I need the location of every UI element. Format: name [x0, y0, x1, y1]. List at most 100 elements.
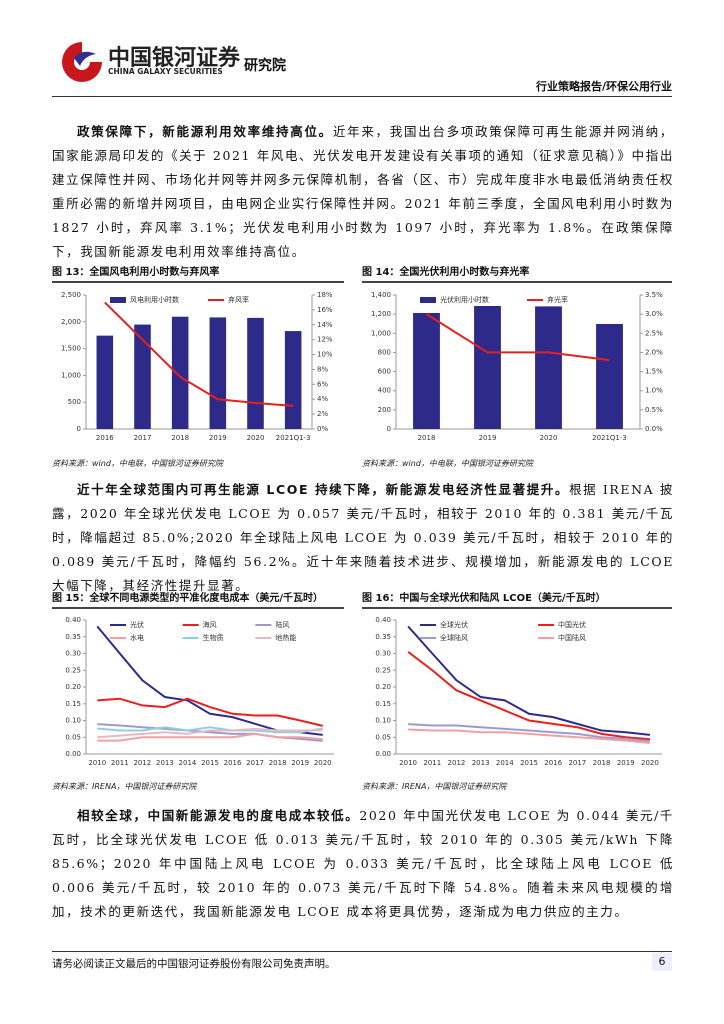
bar	[474, 306, 501, 429]
y-tick-label: 1,200	[371, 310, 391, 318]
line	[425, 313, 610, 362]
y-tick-label: 0.30	[375, 650, 391, 658]
x-tick-label: 2011	[423, 759, 441, 767]
paragraph-lead: 政策保障下，新能源利用效率维持高位。	[77, 124, 333, 139]
legend-label: 弃风率	[228, 295, 249, 304]
paragraph: 近十年全球范围内可再生能源 LCOE 持续下降，新能源发电经济性显著提升。根据 …	[52, 478, 674, 598]
legend-label: 中国光伏	[558, 620, 586, 629]
page-number: 6	[652, 953, 672, 971]
y-tick-label: 0.40	[65, 616, 81, 624]
y2-tick-label: 0.5%	[645, 406, 663, 414]
y-tick-label: 0.35	[375, 633, 391, 641]
line	[408, 723, 650, 742]
y2-tick-label: 2.0%	[645, 348, 663, 356]
y2-tick-label: 18%	[317, 291, 333, 299]
bar	[284, 331, 302, 429]
legend-label: 地热能	[275, 633, 296, 642]
x-tick-label: 2015	[201, 759, 219, 767]
x-tick-label: 2018	[269, 759, 287, 767]
y2-tick-label: 1.5%	[645, 368, 663, 376]
x-tick-label: 2014	[179, 759, 197, 767]
figure-source: 资料来源：IRENA，中国银河证券研究院	[52, 782, 197, 791]
y-tick-label: 0	[77, 425, 81, 433]
line	[97, 726, 323, 734]
x-tick-label: 2010	[88, 759, 106, 767]
y-tick-label: 0.25	[65, 666, 81, 674]
y-tick-label: 1,500	[61, 345, 81, 353]
paragraph-lead: 近十年全球范围内可再生能源 LCOE 持续下降，新能源发电经济性显著提升。	[77, 482, 570, 497]
y2-tick-label: 2.5%	[645, 329, 663, 337]
y-tick-label: 0	[387, 425, 391, 433]
line	[407, 625, 651, 736]
y-tick-label: 0.35	[65, 633, 81, 641]
x-tick-label: 2020	[247, 434, 265, 442]
legend-swatch	[110, 297, 126, 303]
x-tick-label: 2017	[568, 759, 586, 767]
x-tick-label: 2017	[246, 759, 264, 767]
y-tick-label: 2,000	[61, 318, 81, 326]
y2-tick-label: 12%	[317, 336, 333, 344]
paragraph-text: 2020 年中国光伏发电 LCOE 为 0.044 美元/千瓦时，比全球光伏发电…	[52, 808, 674, 919]
y2-tick-label: 2%	[317, 410, 328, 418]
legend-label: 中国陆风	[558, 633, 586, 642]
x-tick-label: 2021Q1-3	[592, 434, 627, 442]
y-tick-label: 600	[378, 368, 391, 376]
bar	[96, 335, 114, 429]
y-tick-label: 1,400	[371, 291, 391, 299]
y-tick-label: 0.00	[65, 750, 81, 758]
legend-label: 全球陆风	[440, 633, 468, 642]
x-tick-label: 2016	[224, 759, 242, 767]
legend-label: 全球光伏	[440, 620, 468, 629]
y-tick-label: 0.25	[375, 666, 391, 674]
y2-tick-label: 16%	[317, 306, 333, 314]
footer-rule	[52, 951, 672, 952]
report-type: 行业策略报告/环保公用行业	[535, 80, 672, 93]
legend-label: 光伏利用小时数	[440, 295, 489, 304]
y-tick-label: 1,000	[61, 371, 81, 379]
x-tick-label: 2017	[134, 434, 152, 442]
y-tick-label: 500	[68, 398, 81, 406]
y-tick-label: 0.05	[375, 733, 391, 741]
y-tick-label: 400	[378, 387, 391, 395]
legend-label: 生物质	[203, 633, 224, 642]
paragraph-lead: 相较全球，中国新能源发电的度电成本较低。	[77, 808, 360, 823]
x-tick-label: 2018	[593, 759, 611, 767]
x-tick-label: 2015	[520, 759, 538, 767]
y-tick-label: 0.10	[375, 717, 391, 725]
legend-label: 水电	[130, 633, 144, 642]
figure-source: 资料来源：wind，中电联，中国银河证券研究院	[362, 459, 533, 468]
x-tick-label: 2020	[641, 759, 659, 767]
bar	[247, 317, 264, 429]
line	[97, 732, 323, 742]
paragraph-text: 根据 IRENA 披露，2020 年全球光伏发电 LCOE 为 0.057 美元…	[52, 482, 674, 593]
disclaimer: 请务必阅读正文最后的中国银河证券股份有限公司免责声明。	[52, 958, 336, 970]
figure-source: 资料来源：wind，中电联，中国银河证券研究院	[52, 459, 223, 468]
y2-tick-label: 3.0%	[645, 310, 663, 318]
x-tick-label: 2016	[544, 759, 562, 767]
x-tick-label: 2011	[111, 759, 129, 767]
bar	[535, 306, 562, 429]
logo-mark	[62, 42, 102, 82]
x-tick-label: 2020	[540, 434, 558, 442]
x-tick-label: 2019	[209, 434, 227, 442]
x-tick-label: 2014	[496, 759, 514, 767]
paragraph: 相较全球，中国新能源发电的度电成本较低。2020 年中国光伏发电 LCOE 为 …	[52, 804, 674, 924]
line	[104, 301, 294, 407]
bar	[134, 324, 151, 429]
chart: 0.00 0.05 0.10 0.15 0.20 0.25 0.30 0.35 0.40 2010…	[65, 616, 334, 767]
figure-title: 图 13：全国风电利用小时数与弃风率	[52, 263, 344, 283]
bar	[171, 316, 189, 429]
x-tick-label: 2021Q1-3	[276, 434, 311, 442]
y-tick-label: 0.20	[375, 683, 391, 691]
y-tick-label: 0.15	[375, 700, 391, 708]
figure-title: 图 14：全国光伏利用小时数与弃光率	[362, 263, 672, 283]
y2-tick-label: 14%	[317, 321, 333, 329]
figure-title: 图 15：全球不同电源类型的平准化度电成本（美元/千瓦时）	[52, 589, 344, 609]
legend-label: 弃光率	[547, 295, 568, 304]
x-tick-label: 2018	[171, 434, 189, 442]
y2-tick-label: 6%	[317, 380, 328, 388]
header-rule	[52, 96, 672, 97]
y-tick-label: 0.00	[375, 750, 391, 758]
legend-swatch	[420, 297, 436, 303]
